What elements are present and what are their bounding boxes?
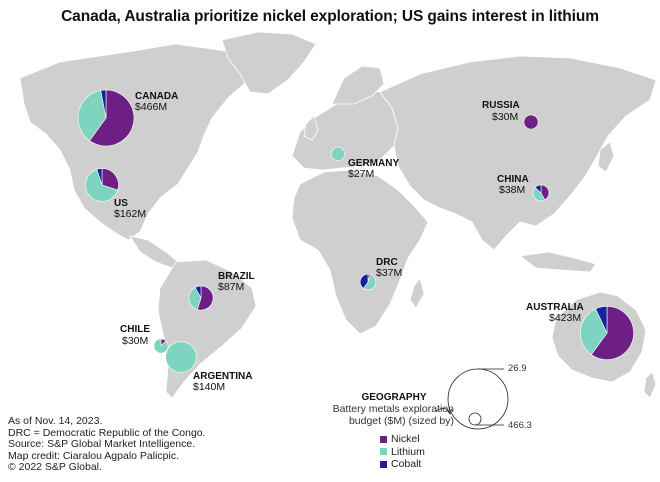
note-drc: DRC = Democratic Republic of the Congo. <box>8 426 206 439</box>
pie-slice-us-nickel <box>101 168 119 191</box>
label-chile-value: $30M <box>122 335 148 347</box>
central-america-landmass <box>129 235 179 269</box>
note-date: As of Nov. 14, 2023. <box>8 415 103 427</box>
pie-slice-canada-cobalt <box>100 89 107 119</box>
label-canada-value: $466M <box>135 101 167 113</box>
pie-slice-china-cobalt <box>534 184 542 194</box>
pie-germany <box>330 146 346 162</box>
cobalt-swatch <box>380 460 387 468</box>
size-legend-subtitle: Battery metals exploration budget ($M) (… <box>290 403 454 427</box>
pie-slice-us-lithium <box>85 168 119 202</box>
size-legend-max-label: 26.9 <box>508 363 527 374</box>
pie-argentina <box>165 341 197 373</box>
size-legend-arrowhead <box>446 408 453 415</box>
pie-russia <box>523 114 539 130</box>
legend-label-cobalt: Cobalt <box>391 458 422 470</box>
label-canada-name: CANADA <box>135 91 178 102</box>
note-credit: Map credit: Ciaralou Agpalo Palicpic. <box>8 449 180 462</box>
lithium-swatch <box>380 448 387 456</box>
size-legend-small-circle <box>468 412 482 426</box>
label-brazil-name: BRAZIL <box>218 271 255 282</box>
size-legend-subtitle-line2: budget ($M) (sized by) <box>348 414 454 427</box>
japan-landmass <box>597 141 615 173</box>
pie-us <box>85 168 119 202</box>
asia-landmass <box>379 55 657 251</box>
label-us-name: US <box>114 198 128 209</box>
label-russia-name: RUSSIA <box>482 100 520 111</box>
pie-slice-germany-lithium <box>330 146 346 162</box>
pie-slice-australia-cobalt <box>595 306 608 334</box>
pie-slice-argentina-lithium <box>165 341 197 373</box>
label-us-value: $162M <box>114 208 146 220</box>
southeast-asia-islands <box>518 251 597 273</box>
label-australia-name: AUSTRALIA <box>526 302 584 313</box>
label-drc-name: DRC <box>376 257 398 268</box>
note-copyright: © 2022 S&P Global. <box>8 461 102 474</box>
pie-slice-us-cobalt <box>96 168 103 186</box>
legend-label-lithium: Lithium <box>391 445 425 458</box>
pie-slice-china-lithium <box>532 187 546 202</box>
legend-item-cobalt: Cobalt <box>380 458 425 471</box>
label-brazil-value: $87M <box>218 281 244 293</box>
pie-slice-canada-lithium <box>77 90 107 142</box>
pie-markers <box>77 89 634 373</box>
chart-title: Canada, Australia prioritize nickel expl… <box>61 8 599 25</box>
greenland-landmass <box>221 31 317 95</box>
africa-landmass <box>291 169 429 335</box>
pie-australia <box>580 306 634 360</box>
pie-slice-drc-lithium <box>362 274 377 291</box>
legend-item-lithium: Lithium <box>380 446 425 459</box>
scandinavia-landmass <box>331 65 385 105</box>
size-legend-arrow <box>435 408 451 414</box>
label-argentina-value: $140M <box>193 381 225 393</box>
pie-slice-chile-lithium <box>153 338 169 354</box>
size-legend-large-circle <box>447 368 509 430</box>
nickel-swatch <box>380 435 387 443</box>
pie-china <box>532 184 550 202</box>
new-zealand-landmass <box>643 371 657 399</box>
legend-item-nickel: Nickel <box>380 433 425 446</box>
pie-brazil <box>188 285 214 311</box>
note-source: Source: S&P Global Market Intelligence. <box>8 438 196 451</box>
pie-slice-australia-lithium <box>580 308 608 355</box>
size-legend <box>435 368 509 430</box>
legend-label-nickel: Nickel <box>391 433 420 445</box>
label-germany-name: GERMANY <box>348 158 399 169</box>
label-china-value: $38M <box>499 184 525 196</box>
size-legend-title: GEOGRAPHY <box>361 392 427 403</box>
label-chile-name: CHILE <box>120 324 150 335</box>
pie-slice-brazil-cobalt <box>194 285 202 299</box>
label-drc-value: $37M <box>376 267 402 279</box>
madagascar-landmass <box>409 277 425 309</box>
country-labels: CANADA $466M US $162M BRAZIL $87M CHILE … <box>114 91 584 393</box>
label-russia-value: $30M <box>492 111 518 123</box>
footnotes: As of Nov. 14, 2023. DRC = Democratic Re… <box>8 415 206 474</box>
pie-slice-australia-nickel <box>590 306 634 360</box>
pie-slice-canada-nickel <box>89 89 135 147</box>
pie-drc <box>359 273 377 291</box>
color-legend: Nickel Lithium Cobalt <box>380 433 425 471</box>
label-china-name: CHINA <box>497 174 529 185</box>
size-legend-min-label: 466.3 <box>508 420 532 431</box>
pie-chile <box>153 338 169 354</box>
pie-canada <box>77 89 135 147</box>
uk-landmass <box>303 115 319 141</box>
north-america-landmass <box>19 43 256 241</box>
label-argentina-name: ARGENTINA <box>193 371 252 382</box>
pie-slice-drc-cobalt <box>359 273 369 289</box>
label-germany-value: $27M <box>348 168 374 180</box>
size-legend-subtitle-line1: Battery metals exploration <box>332 403 454 415</box>
land-masses <box>19 31 657 399</box>
label-australia-value: $423M <box>549 312 581 324</box>
pie-slice-russia-nickel <box>523 114 539 130</box>
